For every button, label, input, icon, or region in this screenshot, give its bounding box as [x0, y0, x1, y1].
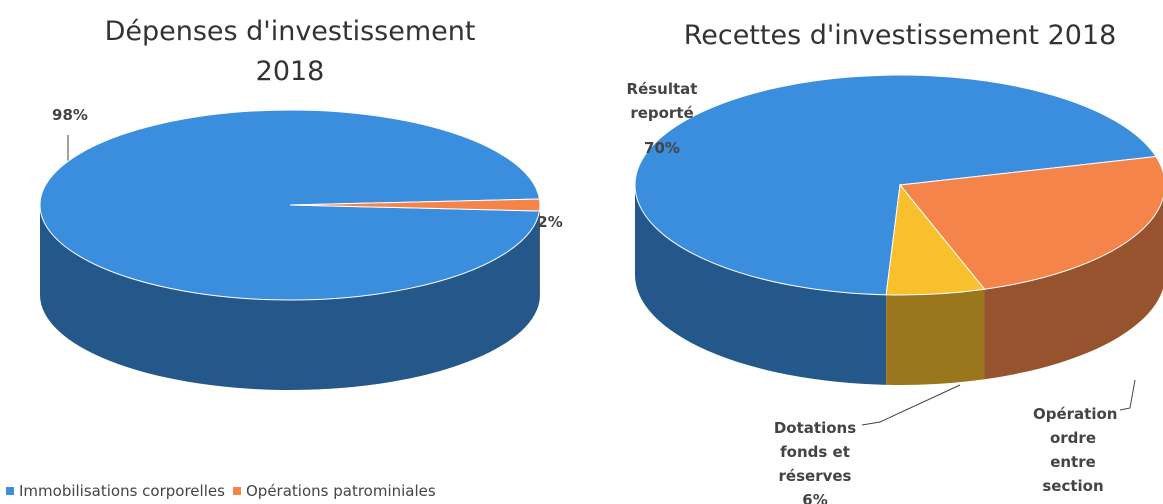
leader-line: [1119, 379, 1136, 411]
pie-side: [984, 198, 1163, 380]
legend-label: Immobilisations corporelles: [19, 482, 225, 500]
legend-entry: Immobilisations corporelles: [6, 482, 225, 500]
data-label: 98%: [52, 106, 88, 124]
slice-name: Dotations fonds et réserves: [773, 419, 857, 485]
leader-line: [861, 384, 961, 426]
slice-name: Opération ordre entre section: [1033, 405, 1118, 495]
chart-title: Recettes d'investissement 2018: [683, 20, 1117, 51]
pie-slice: [899, 155, 1163, 290]
data-label: 6%: [802, 491, 828, 504]
pie-side: [635, 185, 887, 385]
data-label: 70%: [644, 139, 680, 157]
legend-swatch: [233, 487, 241, 495]
legend-entry: Opérations patrominiales: [233, 482, 436, 500]
pie-side: [886, 289, 985, 385]
data-label: 2%: [537, 213, 563, 231]
slice-name: Résultat reporté: [626, 80, 698, 122]
pie-side: [40, 205, 540, 390]
chart-title: Dépenses d'investissement 2018: [104, 16, 476, 87]
pie-slice: [39, 109, 541, 301]
pie-slice: [634, 74, 1157, 296]
legend-label: Opérations patrominiales: [246, 482, 436, 500]
pie-slice: [885, 183, 986, 296]
legend-swatch: [6, 487, 14, 495]
pie-slice: [289, 198, 541, 212]
